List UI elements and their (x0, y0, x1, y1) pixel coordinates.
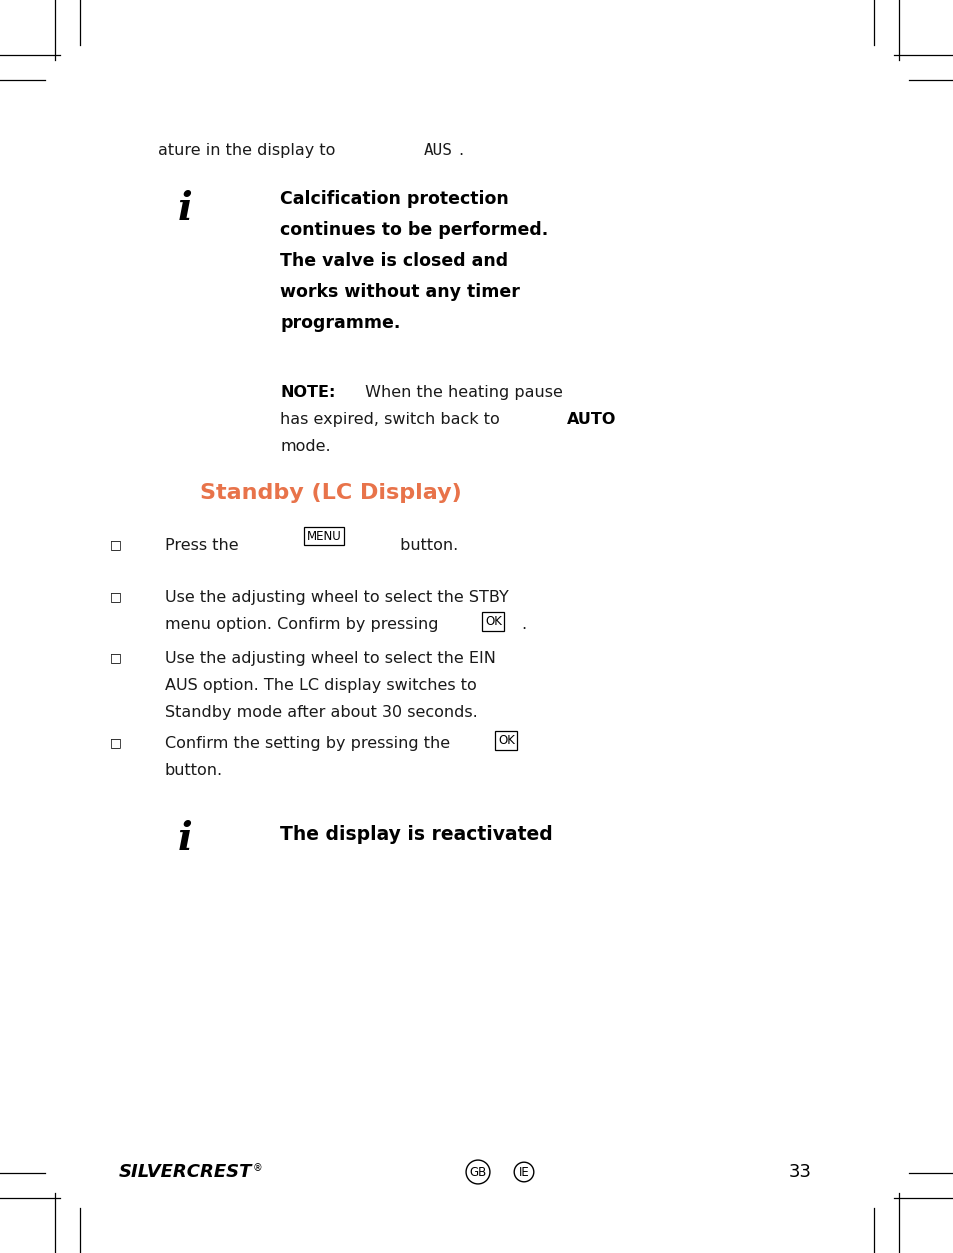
Text: Use the adjusting wheel to select the EIN: Use the adjusting wheel to select the EI… (165, 652, 496, 667)
Text: continues to be performed.: continues to be performed. (280, 221, 548, 239)
Text: NOTE:: NOTE: (280, 385, 335, 400)
Text: i: i (177, 190, 193, 228)
Text: button.: button. (165, 763, 223, 778)
Text: mode.: mode. (280, 439, 331, 454)
Text: Standby mode after about 30 seconds.: Standby mode after about 30 seconds. (165, 705, 477, 720)
Text: OK: OK (497, 734, 515, 747)
Text: IE: IE (518, 1165, 529, 1179)
Text: button.: button. (395, 538, 457, 553)
Text: Standby (LC Display): Standby (LC Display) (200, 482, 461, 502)
Text: MENU: MENU (307, 530, 341, 543)
Text: The display is reactivated: The display is reactivated (280, 824, 552, 845)
Text: The valve is closed and: The valve is closed and (280, 252, 508, 269)
Text: AUTO: AUTO (566, 412, 616, 427)
Text: Confirm the setting by pressing the: Confirm the setting by pressing the (165, 736, 455, 751)
Text: AUS: AUS (423, 143, 453, 158)
Text: When the heating pause: When the heating pause (359, 385, 562, 400)
Text: works without any timer: works without any timer (280, 283, 519, 301)
Text: .: . (520, 616, 525, 632)
Text: Use the adjusting wheel to select the STBY: Use the adjusting wheel to select the ST… (165, 590, 508, 605)
Text: ature in the display to: ature in the display to (158, 143, 340, 158)
Text: Calcification protection: Calcification protection (280, 190, 508, 208)
Text: ®: ® (253, 1163, 262, 1173)
Text: SILVERCREST: SILVERCREST (118, 1163, 252, 1182)
Text: programme.: programme. (280, 315, 400, 332)
Text: menu option. Confirm by pressing: menu option. Confirm by pressing (165, 616, 443, 632)
Text: i: i (177, 819, 193, 858)
Text: □: □ (110, 652, 122, 664)
Text: 33: 33 (788, 1163, 811, 1182)
Text: □: □ (110, 538, 122, 551)
Text: □: □ (110, 590, 122, 603)
Text: GB: GB (469, 1165, 486, 1179)
Text: .: . (457, 143, 462, 158)
Text: Press the: Press the (165, 538, 244, 553)
Text: OK: OK (484, 615, 501, 628)
Text: □: □ (110, 736, 122, 749)
Text: has expired, switch back to: has expired, switch back to (280, 412, 504, 427)
Text: AUS option. The LC display switches to: AUS option. The LC display switches to (165, 678, 476, 693)
